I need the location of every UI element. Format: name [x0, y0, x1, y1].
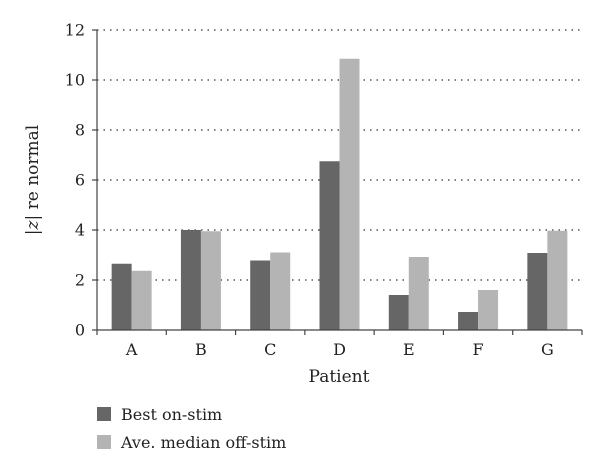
y-tick-label: 4 [75, 221, 85, 240]
bar-d-series-0 [319, 161, 340, 330]
bar-f-series-0 [458, 312, 479, 330]
bar-b-series-0 [180, 230, 201, 330]
bar-a-series-1 [131, 270, 152, 330]
x-tick-label-d: D [333, 340, 346, 359]
y-tick-label: 8 [75, 121, 85, 140]
gridlines [97, 29, 582, 281]
bar-e-series-1 [408, 257, 429, 330]
legend-swatch-best-on-stim [97, 407, 111, 421]
bars [111, 58, 568, 330]
tick-labels: 0 2 4 6 8 10 12 A B C D E F G [65, 21, 554, 360]
x-axis-title: Patient [309, 367, 370, 387]
bar-g-series-1 [547, 230, 568, 330]
legend-label-ave-median-off-stim: Ave. median off-stim [120, 433, 286, 452]
x-tick-label-g: G [541, 340, 554, 359]
x-tick-label-f: F [473, 340, 484, 359]
x-tick-label-e: E [403, 340, 415, 359]
legend-swatch-ave-median-off-stim [97, 435, 111, 449]
axes [92, 29, 583, 335]
legend-label-best-on-stim: Best on-stim [121, 405, 222, 424]
bar-e-series-0 [388, 295, 409, 330]
bar-g-series-0 [527, 253, 548, 330]
x-tick-label-a: A [125, 340, 138, 359]
legend: Best on-stim Ave. median off-stim [97, 405, 286, 452]
bar-f-series-1 [478, 290, 499, 330]
x-tick-label-c: C [264, 340, 276, 359]
y-axis-title-variable: z [23, 219, 43, 230]
y-axis-title: |z| re normal [23, 125, 43, 235]
bar-c-series-0 [250, 260, 271, 330]
y-tick-label: 2 [75, 271, 85, 290]
y-tick-label: 6 [75, 171, 85, 190]
y-tick-label: 12 [65, 21, 85, 40]
y-axis-title-prefix: | [23, 229, 43, 235]
bar-a-series-0 [111, 263, 132, 330]
bar-c-series-1 [270, 252, 291, 330]
bar-b-series-1 [200, 231, 221, 330]
y-axis-title-suffix: | re normal [23, 125, 43, 221]
y-tick-label: 0 [75, 321, 85, 340]
y-tick-label: 10 [65, 71, 85, 90]
x-tick-label-b: B [195, 340, 207, 359]
bar-d-series-1 [339, 58, 360, 330]
